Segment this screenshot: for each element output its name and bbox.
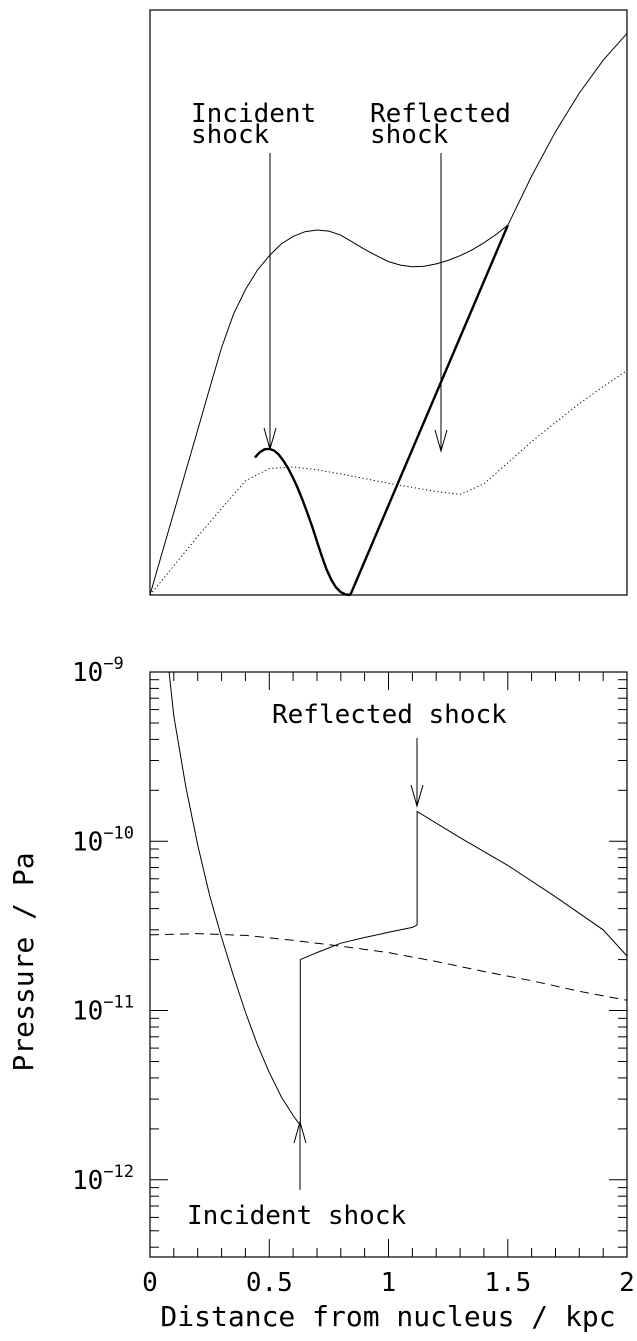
y-tick-label: 10−10 bbox=[72, 823, 134, 857]
top-series-line-1 bbox=[254, 447, 351, 597]
x-tick-label: 2 bbox=[619, 1268, 635, 1298]
bottom-panel-frame bbox=[149, 671, 628, 1258]
top-annotation-reflected-line1: Reflected bbox=[370, 99, 511, 129]
x-tick-label: 0.5 bbox=[246, 1268, 293, 1298]
top-series-line-2 bbox=[349, 224, 509, 596]
x-axis-label: Distance from nucleus / kpc bbox=[160, 1300, 615, 1333]
y-tick-label: 10−9 bbox=[72, 654, 124, 688]
top-annotation-reflected-line2: shock bbox=[370, 120, 449, 150]
bottom-panel-curves bbox=[149, 671, 628, 1127]
bottom-series-line-1 bbox=[149, 933, 628, 1001]
x-tick-label: 1.5 bbox=[484, 1268, 531, 1298]
bottom-panel: 0 0.5 1 1.5 2 10−9 10−10 10−11 10−12 Reflected s… bbox=[7, 654, 635, 1333]
x-tick-label: 0 bbox=[142, 1268, 158, 1298]
top-arrow-incident bbox=[263, 153, 277, 451]
y-axis-label: Pressure / Pa bbox=[7, 852, 40, 1071]
bottom-series-line-0 bbox=[168, 671, 628, 1127]
y-tick-label: 10−11 bbox=[72, 993, 134, 1027]
top-series-line-4 bbox=[149, 369, 628, 596]
bottom-annotation-incident: Incident shock bbox=[187, 1201, 406, 1231]
top-annotation-incident-line1: Incident bbox=[191, 99, 316, 129]
bottom-panel-ticks bbox=[150, 672, 627, 1257]
top-arrow-reflected bbox=[434, 153, 448, 453]
top-panel-frame bbox=[149, 9, 628, 596]
top-annotation-incident-line2: shock bbox=[191, 120, 270, 150]
bottom-arrow-incident bbox=[293, 1120, 307, 1190]
top-panel: Incident shock Reflected shock bbox=[149, 9, 628, 597]
x-tick-label: 1 bbox=[381, 1268, 397, 1298]
top-series-line-0 bbox=[149, 224, 509, 596]
bottom-annotation-reflected: Reflected shock bbox=[272, 700, 507, 730]
top-panel-curves bbox=[149, 33, 628, 597]
bottom-arrow-reflected bbox=[410, 738, 424, 808]
y-tick-label: 10−12 bbox=[72, 1162, 134, 1196]
top-series-line-3 bbox=[507, 33, 628, 226]
